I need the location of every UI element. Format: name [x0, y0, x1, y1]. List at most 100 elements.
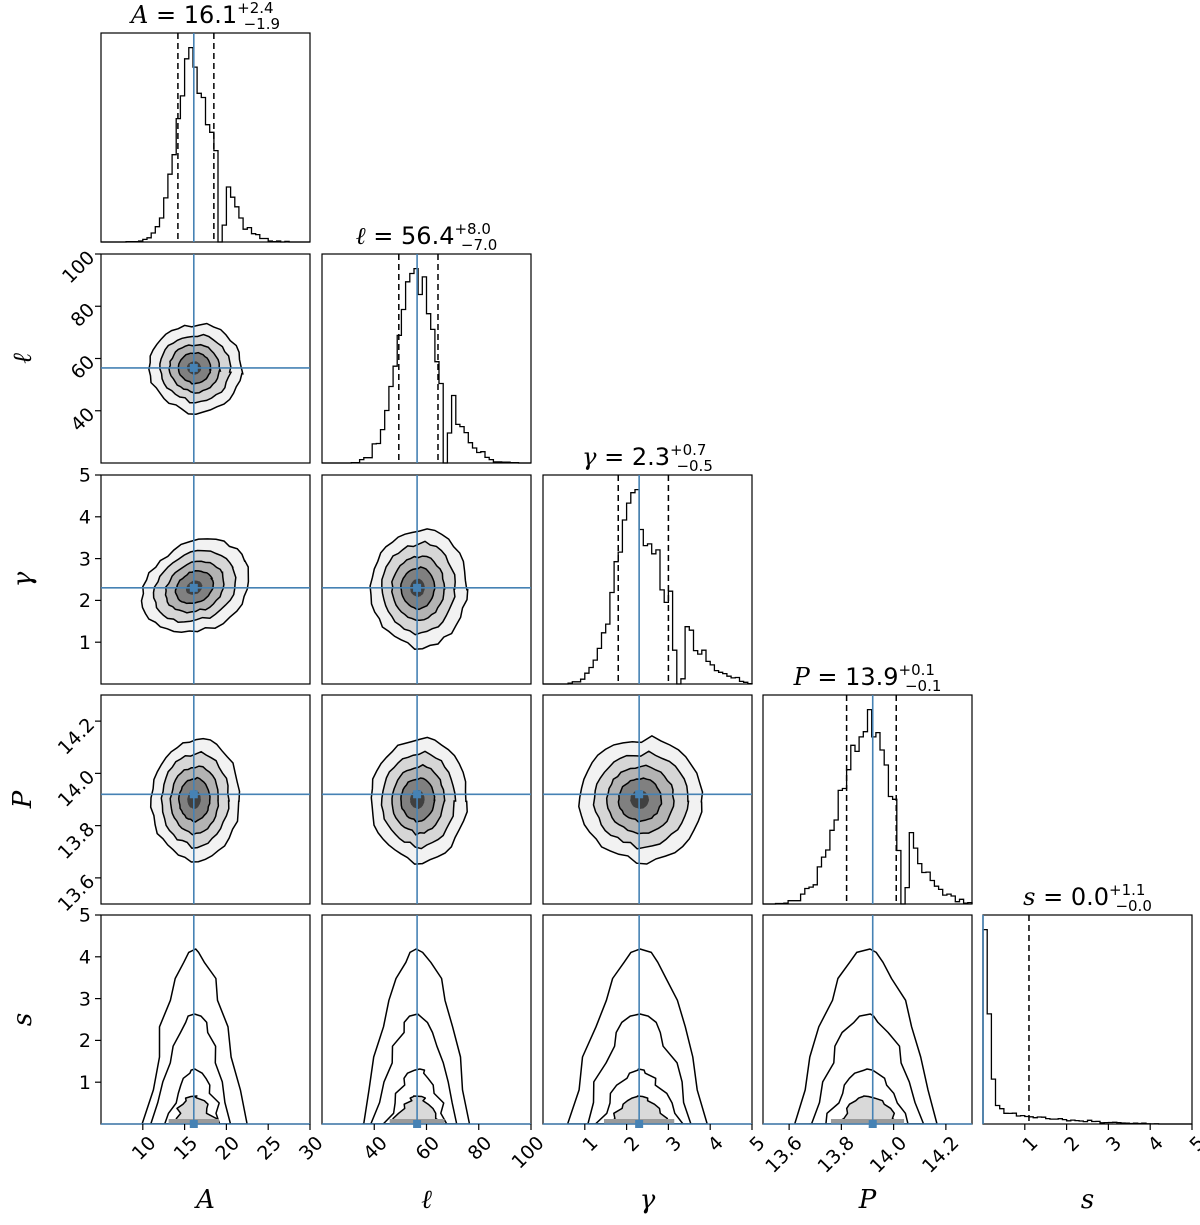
- y-tick-label-γ: 2: [79, 590, 91, 612]
- contour-line: [171, 1095, 219, 1124]
- contour-group: [149, 737, 241, 863]
- x-tick-label-P: 14.2: [918, 1132, 963, 1177]
- panel-frame: [321, 474, 532, 685]
- panel-title-A: A = 16.1+2.4 −1.9: [129, 0, 280, 33]
- histogram-panel-4: s = 0.0+1.1 −0.0: [982, 881, 1193, 1125]
- x-tick-label-P: 13.6: [761, 1132, 806, 1177]
- y-tick-label-s: 3: [79, 988, 91, 1010]
- contour-line: [824, 1068, 909, 1124]
- truth-marker: [413, 790, 422, 799]
- histogram-panel-0: A = 16.1+2.4 −1.9: [100, 0, 311, 243]
- contour-group: [361, 948, 471, 1124]
- x-tick-label-s: 4: [1144, 1132, 1168, 1156]
- y-tick-label-γ: 5: [79, 465, 91, 487]
- x-tick-label-A: 25: [253, 1132, 286, 1165]
- histogram-panel-3: P = 13.9+0.1 −0.1: [762, 661, 973, 905]
- panel-frame: [100, 914, 311, 1125]
- x-tick-label-γ: 2: [620, 1132, 644, 1156]
- y-tick-label-γ: 3: [79, 548, 91, 570]
- y-tick-label-ℓ: 100: [58, 247, 99, 288]
- x-axis-label-γ: γ: [640, 1185, 656, 1215]
- truth-marker: [189, 1120, 198, 1128]
- density-core: [830, 1119, 905, 1124]
- contour-line: [583, 1013, 692, 1124]
- panel-frame: [100, 474, 311, 685]
- x-tick-label-γ: 5: [746, 1132, 770, 1156]
- y-axis-label-γ: γ: [8, 571, 38, 587]
- truth-marker: [413, 1120, 422, 1128]
- truth-marker: [635, 1120, 644, 1128]
- histogram-step-γ: [543, 488, 753, 685]
- contour-panel-A-γ: [100, 474, 311, 685]
- histogram-step-A: [101, 46, 310, 243]
- y-tick-label-γ: 1: [79, 632, 91, 654]
- y-axis-label-s: s: [8, 1013, 38, 1026]
- contour-line: [566, 948, 708, 1124]
- x-axis-label-A: A: [194, 1185, 215, 1215]
- contour-panel-γ-s: [542, 914, 753, 1128]
- truth-marker: [189, 583, 198, 592]
- contour-line: [793, 948, 938, 1124]
- truth-marker: [413, 583, 422, 592]
- x-tick-label-γ: 3: [662, 1132, 686, 1156]
- panel-frame: [321, 253, 532, 464]
- contour-panel-A-P: [100, 694, 311, 905]
- y-tick-label-s: 2: [79, 1030, 91, 1052]
- x-tick-label-ℓ: 100: [507, 1132, 548, 1173]
- y-tick-label-ℓ: 80: [67, 299, 100, 332]
- x-tick-label-γ: 1: [578, 1132, 602, 1156]
- y-tick-label-s: 1: [79, 1072, 91, 1094]
- x-tick-label-P: 13.8: [814, 1132, 859, 1177]
- panel-frame: [762, 694, 973, 905]
- contour-panel-P-s: [762, 914, 973, 1128]
- panel-title-γ: γ = 2.3+0.7 −0.5: [582, 441, 713, 475]
- y-tick-label-P: 13.8: [54, 818, 99, 863]
- x-axis-label-ℓ: ℓ: [421, 1185, 432, 1215]
- x-axis-label-s: s: [1081, 1185, 1094, 1215]
- contour-group: [566, 948, 708, 1124]
- x-tick-label-s: 2: [1060, 1132, 1084, 1156]
- panel-frame: [321, 694, 532, 905]
- y-tick-label-ℓ: 40: [67, 403, 100, 436]
- x-tick-label-ℓ: 60: [411, 1132, 444, 1165]
- truth-marker: [189, 790, 198, 799]
- y-axis-label-ℓ: ℓ: [8, 353, 38, 364]
- histogram-panel-1: ℓ = 56.4+8.0 −7.0: [321, 220, 532, 464]
- y-tick-label-γ: 4: [79, 506, 91, 528]
- contour-panel-γ-P: [542, 694, 753, 905]
- panel-title-ℓ: ℓ = 56.4+8.0 −7.0: [356, 220, 498, 254]
- contour-panel-ℓ-s: [321, 914, 532, 1128]
- y-tick-label-ℓ: 60: [67, 351, 100, 384]
- x-tick-label-A: 30: [295, 1132, 328, 1165]
- x-tick-label-A: 15: [170, 1132, 203, 1165]
- contour-line: [382, 1068, 448, 1124]
- contour-group: [578, 735, 704, 865]
- truth-marker: [868, 1120, 877, 1128]
- contour-panel-A-ℓ: [100, 253, 311, 464]
- x-tick-label-s: 1: [1018, 1132, 1042, 1156]
- contour-panel-ℓ-P: [321, 694, 532, 905]
- x-tick-label-s: 5: [1186, 1132, 1200, 1156]
- contour-group: [370, 736, 468, 865]
- contour-line: [361, 948, 471, 1124]
- histogram-panel-2: γ = 2.3+0.7 −0.5: [542, 441, 753, 685]
- contour-line: [163, 1068, 221, 1124]
- panel-title-s: s = 0.0+1.1 −0.0: [1023, 881, 1152, 915]
- y-axis-label-P: P: [8, 790, 38, 809]
- x-tick-label-ℓ: 80: [464, 1132, 497, 1165]
- contour-line: [833, 1095, 901, 1124]
- y-tick-label-P: 14.2: [54, 714, 99, 759]
- truth-marker: [189, 363, 198, 372]
- y-tick-label-s: 4: [79, 946, 91, 968]
- histogram-step-P: [763, 708, 973, 905]
- panel-frame: [542, 474, 753, 685]
- x-tick-label-γ: 4: [704, 1132, 728, 1156]
- x-tick-label-s: 3: [1102, 1132, 1126, 1156]
- histogram-step-ℓ: [322, 267, 531, 464]
- x-tick-label-P: 14.0: [866, 1132, 911, 1177]
- contour-line: [809, 1013, 925, 1124]
- panel-frame: [542, 694, 753, 905]
- x-tick-label-A: 20: [211, 1132, 244, 1165]
- panel-frame: [982, 914, 1193, 1125]
